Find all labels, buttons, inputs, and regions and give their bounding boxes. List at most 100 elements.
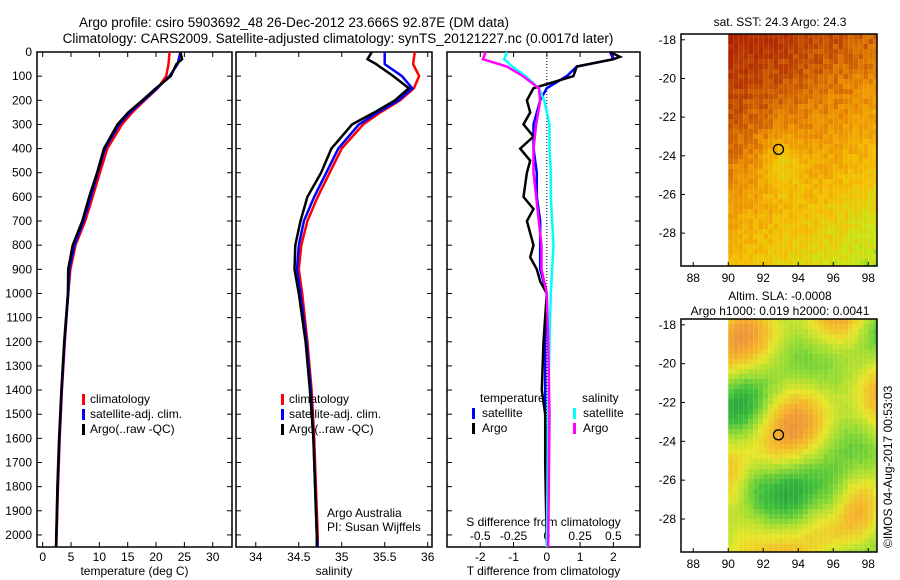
map-cell <box>823 494 829 499</box>
map-cell <box>753 59 759 64</box>
map-cell <box>868 444 874 449</box>
map-cell <box>803 514 809 519</box>
map-cell <box>863 59 869 64</box>
map-cell <box>748 334 754 339</box>
map-cell <box>873 374 877 379</box>
map-cell <box>768 319 774 324</box>
y-tick-label: -20 <box>659 357 677 371</box>
map-cell <box>803 419 809 424</box>
map-cell <box>768 199 774 204</box>
map-cell <box>763 329 769 334</box>
map-cell <box>843 104 849 109</box>
map-cell <box>813 399 819 404</box>
map-cell <box>853 384 859 389</box>
map-cell <box>868 34 874 39</box>
map-cell <box>873 174 877 179</box>
map-cell <box>758 164 764 169</box>
map-cell <box>803 254 809 259</box>
map-cell <box>783 214 789 219</box>
map-cell <box>753 404 759 409</box>
map-cell <box>803 464 809 469</box>
map-cell <box>778 49 784 54</box>
map-cell <box>808 514 814 519</box>
map-cell <box>808 239 814 244</box>
map-cell <box>828 469 834 474</box>
map-cell <box>728 169 734 174</box>
map-cell <box>823 49 829 54</box>
legend-label: satellite <box>583 406 624 420</box>
map-cell <box>838 429 844 434</box>
map-cell <box>813 449 819 454</box>
map-cell <box>778 194 784 199</box>
map-cell <box>818 64 824 69</box>
map-cell <box>733 229 739 234</box>
map-cell <box>838 104 844 109</box>
map-cell <box>813 259 819 264</box>
map-cell <box>843 389 849 394</box>
map-cell <box>868 359 874 364</box>
map-cell <box>813 229 819 234</box>
map-cell <box>833 544 839 549</box>
map-cell <box>813 334 819 339</box>
map-cell <box>803 474 809 479</box>
map-cell <box>763 474 769 479</box>
legend-title-salinity: salinity <box>582 391 619 405</box>
map-cell <box>833 364 839 369</box>
map-cell <box>828 454 834 459</box>
map-cell <box>848 224 854 229</box>
map-cell <box>873 459 877 464</box>
map-cell <box>833 94 839 99</box>
map-cell <box>733 404 739 409</box>
map-cell <box>803 54 809 59</box>
map-cell <box>748 34 754 39</box>
map-cell <box>763 394 769 399</box>
map-cell <box>798 49 804 54</box>
map-cell <box>778 534 784 539</box>
map-cell <box>818 169 824 174</box>
map-cell <box>868 89 874 94</box>
map-cell <box>863 119 869 124</box>
map-cell <box>818 489 824 494</box>
map-cell <box>773 194 779 199</box>
map-cell <box>848 394 854 399</box>
map-cell <box>768 524 774 529</box>
y-tick-label: -26 <box>659 187 677 201</box>
map-cell <box>803 519 809 524</box>
map-cell <box>863 419 869 424</box>
map-cell <box>828 184 834 189</box>
y-tick-label: 2000 <box>5 528 32 542</box>
map-cell <box>788 94 794 99</box>
map-cell <box>728 524 734 529</box>
map-cell <box>768 514 774 519</box>
float-location-marker <box>772 143 785 155</box>
map-cell <box>868 69 874 74</box>
map-cell <box>763 424 769 429</box>
map-cell <box>808 484 814 489</box>
map-cell <box>808 544 814 549</box>
map-cell <box>788 389 794 394</box>
map-cell <box>838 339 844 344</box>
map-cell <box>743 219 749 224</box>
map-cell <box>748 134 754 139</box>
map-cell <box>813 389 819 394</box>
map-cell <box>818 474 824 479</box>
map-cell <box>873 479 877 484</box>
map-cell <box>833 419 839 424</box>
y-tick-label: -24 <box>659 149 677 163</box>
map-cell <box>813 149 819 154</box>
map-cell <box>798 69 804 74</box>
map-cell <box>848 454 854 459</box>
map-cell <box>868 354 874 359</box>
map-cell <box>873 534 877 539</box>
map-cell <box>768 174 774 179</box>
map-cell <box>738 339 744 344</box>
map-cell <box>753 514 759 519</box>
map-cell <box>793 469 799 474</box>
map-cell <box>758 354 764 359</box>
map-cell <box>868 394 874 399</box>
map-cell <box>768 329 774 334</box>
map-cell <box>853 489 859 494</box>
map-cell <box>843 159 849 164</box>
map-cell <box>743 384 749 389</box>
map-cell <box>823 159 829 164</box>
